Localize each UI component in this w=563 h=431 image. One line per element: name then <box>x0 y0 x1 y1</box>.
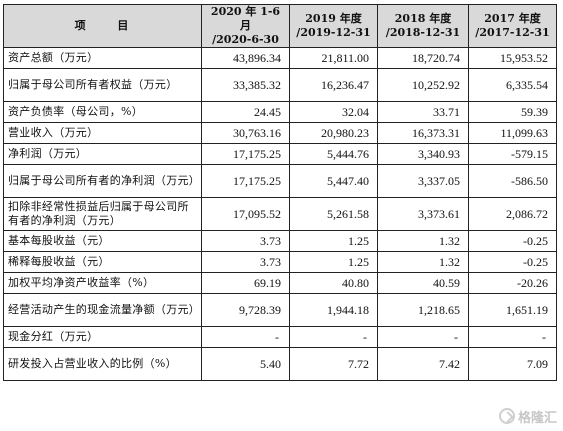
cell-value: 5,447.40 <box>289 164 378 198</box>
cell-value: -20.26 <box>468 272 557 294</box>
cell-value: 9,728.39 <box>201 293 290 327</box>
gelonghui-logo-icon <box>498 408 515 424</box>
row-label: 归属于母公司所有者的净利润（万元） <box>3 164 202 198</box>
cell-value: 20,980.23 <box>289 122 378 144</box>
watermark: 格隆汇 <box>498 405 557 427</box>
cell-value: 3,337.05 <box>377 164 469 198</box>
row-label: 资产总额（万元） <box>3 47 202 69</box>
financial-summary-table: 项 目 2020 年 1-6 月 /2020-6-30 2019 年度 /201… <box>3 4 557 381</box>
cell-value: 3,340.93 <box>377 143 469 165</box>
header-period-2017: 2017 年度 /2017-12-31 <box>468 4 557 48</box>
cell-value: 69.19 <box>201 272 290 294</box>
table-row: 归属于母公司所有者权益（万元） 33,385.32 16,236.47 10,2… <box>3 68 557 102</box>
cell-value: 3,373.61 <box>377 197 469 231</box>
cell-value: 1.32 <box>377 251 469 273</box>
cell-value: -0.25 <box>468 230 557 252</box>
cell-value: 10,252.92 <box>377 68 469 102</box>
cell-value: 5.40 <box>201 347 290 381</box>
cell-value: 1.32 <box>377 230 469 252</box>
cell-value: - <box>377 326 469 348</box>
table-row: 净利润（万元） 17,175.25 5,444.76 3,340.93 -579… <box>3 143 557 165</box>
row-label: 加权平均净资产收益率（%） <box>3 272 202 294</box>
cell-value: 7.72 <box>289 347 378 381</box>
cell-value: 21,811.00 <box>289 47 378 69</box>
row-label: 扣除非经常性损益后归属于母公司所有者的净利润（万元） <box>3 197 202 231</box>
table-row: 归属于母公司所有者的净利润（万元） 17,175.25 5,447.40 3,3… <box>3 164 557 198</box>
cell-value: 7.42 <box>377 347 469 381</box>
cell-value: 17,175.25 <box>201 164 290 198</box>
cell-value: -0.25 <box>468 251 557 273</box>
cell-value: 1.25 <box>289 230 378 252</box>
cell-value: 59.39 <box>468 101 557 123</box>
table-row: 资产负债率（母公司，%） 24.45 32.04 33.71 59.39 <box>3 101 557 123</box>
table-row: 资产总额（万元） 43,896.34 21,811.00 18,720.74 1… <box>3 47 557 69</box>
table-row: 扣除非经常性损益后归属于母公司所有者的净利润（万元） 17,095.52 5,2… <box>3 197 557 231</box>
row-label: 归属于母公司所有者权益（万元） <box>3 68 202 102</box>
row-label: 营业收入（万元） <box>3 122 202 144</box>
cell-value: 1,651.19 <box>468 293 557 327</box>
table-row: 加权平均净资产收益率（%） 69.19 40.80 40.59 -20.26 <box>3 272 557 294</box>
table-row: 经营活动产生的现金流量净额（万元） 9,728.39 1,944.18 1,21… <box>3 293 557 327</box>
watermark-text: 格隆汇 <box>517 410 557 426</box>
cell-value: 1.25 <box>289 251 378 273</box>
cell-value: 15,953.52 <box>468 47 557 69</box>
table-header-row: 项 目 2020 年 1-6 月 /2020-6-30 2019 年度 /201… <box>3 4 557 48</box>
header-text: 2019 年度 /2019-12-31 <box>296 12 371 39</box>
header-item: 项 目 <box>3 4 202 48</box>
cell-value: 7.09 <box>468 347 557 381</box>
row-label: 资产负债率（母公司，%） <box>3 101 202 123</box>
table-row: 研发投入占营业收入的比例（%） 5.40 7.72 7.42 7.09 <box>3 347 557 381</box>
row-label: 稀释每股收益（元） <box>3 251 202 273</box>
cell-value: 2,086.72 <box>468 197 557 231</box>
cell-value: 11,099.63 <box>468 122 557 144</box>
cell-value: 17,175.25 <box>201 143 290 165</box>
cell-value: 6,335.54 <box>468 68 557 102</box>
row-label: 经营活动产生的现金流量净额（万元） <box>3 293 202 327</box>
cell-value: 24.45 <box>201 101 290 123</box>
cell-value: 18,720.74 <box>377 47 469 69</box>
table-row: 现金分红（万元） - - - - <box>3 326 557 348</box>
row-label: 现金分红（万元） <box>3 326 202 348</box>
cell-value: 1,944.18 <box>289 293 378 327</box>
cell-value: 33.71 <box>377 101 469 123</box>
row-label: 净利润（万元） <box>3 143 202 165</box>
header-text: 2017 年度 /2017-12-31 <box>475 12 550 39</box>
cell-value: 40.59 <box>377 272 469 294</box>
financial-summary-table-container: 项 目 2020 年 1-6 月 /2020-6-30 2019 年度 /201… <box>3 4 557 381</box>
cell-value: 32.04 <box>289 101 378 123</box>
table-row: 稀释每股收益（元） 3.73 1.25 1.32 -0.25 <box>3 251 557 273</box>
cell-value: 30,763.16 <box>201 122 290 144</box>
cell-value: - <box>201 326 290 348</box>
cell-value: 3.73 <box>201 251 290 273</box>
cell-value: - <box>468 326 557 348</box>
header-text: 2020 年 1-6 月 /2020-6-30 <box>210 5 281 47</box>
cell-value: 17,095.52 <box>201 197 290 231</box>
cell-value: 3.73 <box>201 230 290 252</box>
header-period-2018: 2018 年度 /2018-12-31 <box>377 4 469 48</box>
cell-value: 5,261.58 <box>289 197 378 231</box>
cell-value: 1,218.65 <box>377 293 469 327</box>
cell-value: - <box>289 326 378 348</box>
cell-value: 40.80 <box>289 272 378 294</box>
cell-value: 43,896.34 <box>201 47 290 69</box>
cell-value: 5,444.76 <box>289 143 378 165</box>
table-row: 营业收入（万元） 30,763.16 20,980.23 16,373.31 1… <box>3 122 557 144</box>
header-text: 2018 年度 /2018-12-31 <box>385 12 461 39</box>
row-label: 基本每股收益（元） <box>3 230 202 252</box>
cell-value: -586.50 <box>468 164 557 198</box>
cell-value: 16,373.31 <box>377 122 469 144</box>
cell-value: 33,385.32 <box>201 68 290 102</box>
header-period-2020h1: 2020 年 1-6 月 /2020-6-30 <box>201 4 290 48</box>
row-label: 研发投入占营业收入的比例（%） <box>3 347 202 381</box>
header-period-2019: 2019 年度 /2019-12-31 <box>289 4 378 48</box>
cell-value: 16,236.47 <box>289 68 378 102</box>
table-row: 基本每股收益（元） 3.73 1.25 1.32 -0.25 <box>3 230 557 252</box>
cell-value: -579.15 <box>468 143 557 165</box>
